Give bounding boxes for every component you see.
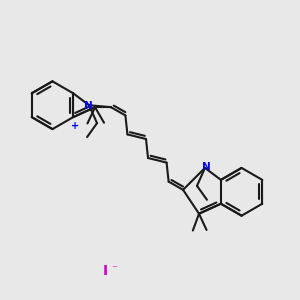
Text: I: I — [103, 264, 108, 278]
Text: +: + — [71, 121, 79, 131]
Text: N: N — [84, 101, 92, 111]
Text: ⁻: ⁻ — [111, 264, 117, 274]
Text: N: N — [202, 162, 210, 172]
